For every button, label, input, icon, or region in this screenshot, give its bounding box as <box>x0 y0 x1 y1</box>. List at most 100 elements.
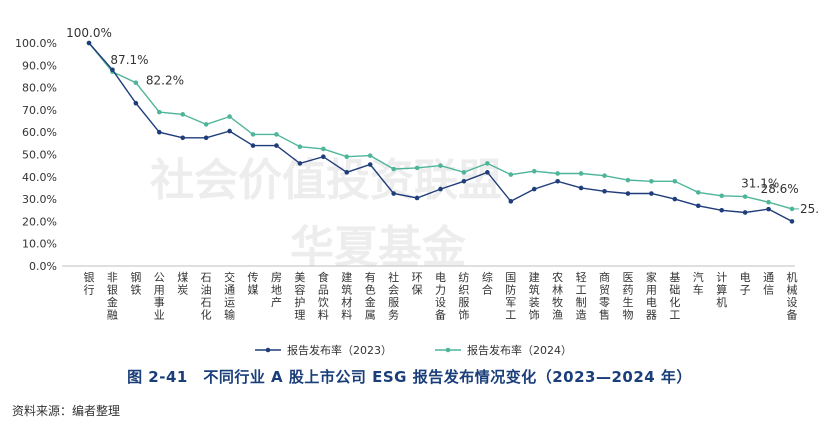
x-category-label: 银行 <box>84 270 95 297</box>
data-point-2023 <box>227 128 232 134</box>
data-point-2024 <box>578 171 584 176</box>
x-category-label: 国防军工 <box>505 271 516 322</box>
data-point-2023 <box>110 67 115 73</box>
data-point-2024 <box>180 112 186 117</box>
x-category-label: 电力设备 <box>435 271 446 322</box>
data-point-2024 <box>555 171 560 176</box>
data-point-2023 <box>367 162 373 167</box>
data-label: 82.2% <box>146 74 184 88</box>
data-point-2023 <box>602 188 607 194</box>
x-category-label: 机械设备 <box>787 270 798 322</box>
data-point-2023 <box>414 195 420 201</box>
x-category-label: 家用电器 <box>646 270 657 322</box>
data-point-2024 <box>695 190 701 195</box>
data-point-2024 <box>438 163 443 168</box>
legend-label: 报告发布率（2023） <box>287 343 392 357</box>
annotation-layer: 100.0% 87.1% 82.2% 31.1%28.6%25.6% <box>66 26 819 216</box>
x-category-label: 轻工制造 <box>576 270 587 322</box>
x-category-label: 美容护理 <box>294 271 305 322</box>
data-point-2024 <box>250 132 256 137</box>
data-point-2024 <box>157 109 162 115</box>
data-point-2024 <box>391 166 396 172</box>
data-point-2023 <box>321 154 326 160</box>
data-point-2024 <box>227 114 232 119</box>
watermark-text: 华夏基金 <box>290 222 467 273</box>
data-point-2023 <box>461 178 467 184</box>
x-category-label: 综合 <box>482 270 493 297</box>
data-point-2023 <box>766 206 771 212</box>
series-layer <box>86 40 795 224</box>
x-category-label: 通信 <box>763 271 774 297</box>
data-label: 87.1% <box>110 53 148 67</box>
data-point-2023 <box>391 191 396 196</box>
x-category-label: 有色金属 <box>365 270 376 322</box>
x-category-label: 基础化工 <box>669 271 680 322</box>
data-point-2023 <box>742 210 748 215</box>
figure-caption: 图 2-41 不同行业 A 股上市公司 ESG 报告发布情况变化（2023—20… <box>127 368 692 386</box>
watermark-text: 社会价值投资联盟 <box>150 155 502 206</box>
legend-marker <box>445 347 451 353</box>
data-point-2023 <box>789 219 795 224</box>
data-point-2023 <box>672 196 678 202</box>
data-label: 100.0% <box>66 26 112 40</box>
y-tick-label: 100.0% <box>15 37 57 50</box>
data-point-2024 <box>297 144 303 149</box>
x-category-label: 社会服务 <box>388 270 399 322</box>
data-point-2024 <box>672 178 678 184</box>
data-point-2023 <box>555 178 560 184</box>
y-tick-label: 60.0% <box>22 126 57 139</box>
y-tick-label: 50.0% <box>22 149 57 162</box>
data-point-2024 <box>367 153 373 158</box>
x-axis: 银行 非银金融 钢铁 公用事业 煤炭 石油石化 交通运输 传媒 房地产 美容护理 食品饮料 建筑材料 有… <box>62 265 798 322</box>
data-point-2024 <box>789 206 795 212</box>
x-category-label: 交通运输 <box>224 270 235 322</box>
y-axis: 0.0% 10.0% 20.0% 30.0% 40.0% 50.0% 60.0% 70.0% 8… <box>15 37 57 273</box>
data-label: 25.6% <box>800 202 819 216</box>
data-point-2024 <box>274 132 279 137</box>
data-point-2024 <box>649 178 654 184</box>
data-point-2023 <box>531 186 537 192</box>
data-point-2023 <box>297 161 303 166</box>
data-label: 31.1% <box>741 177 779 191</box>
x-category-label: 食品饮料 <box>318 270 329 322</box>
y-tick-label: 0.0% <box>29 260 57 273</box>
x-category-label: 传媒 <box>248 271 259 297</box>
y-tick-label: 20.0% <box>22 215 57 228</box>
x-category-label: 公用事业 <box>154 271 165 322</box>
data-point-2024 <box>344 154 350 160</box>
x-category-label: 农林牧渔 <box>552 270 563 322</box>
x-category-label: 房地产 <box>271 271 282 309</box>
data-point-2024 <box>485 161 490 166</box>
y-tick-label: 70.0% <box>22 104 57 117</box>
data-point-2024 <box>414 165 420 171</box>
data-point-2024 <box>766 199 771 205</box>
data-point-2023 <box>625 191 631 196</box>
x-category-label: 石油石化 <box>201 271 212 322</box>
x-category-label: 商贸零售 <box>599 270 610 322</box>
data-point-2023 <box>695 203 701 209</box>
data-point-2023 <box>86 40 92 46</box>
y-tick-label: 80.0% <box>22 82 57 95</box>
data-point-2024 <box>321 146 326 152</box>
data-point-2024 <box>133 80 139 85</box>
data-point-2024 <box>625 177 631 183</box>
data-point-2024 <box>508 172 514 177</box>
data-point-2024 <box>719 193 724 199</box>
x-category-label: 建筑装饰 <box>529 270 540 322</box>
data-point-2023 <box>203 135 209 141</box>
data-point-2024 <box>531 168 537 174</box>
data-point-2023 <box>133 100 139 106</box>
x-category-label: 医药生物 <box>622 271 633 322</box>
legend-label: 报告发布率（2024） <box>467 343 572 357</box>
legend-marker <box>265 347 271 353</box>
data-point-2023 <box>180 135 186 141</box>
x-category-label: 汽车 <box>693 270 704 297</box>
x-category-label: 煤炭 <box>177 271 188 297</box>
data-point-2024 <box>742 194 748 199</box>
data-point-2024 <box>203 122 209 127</box>
y-tick-label: 40.0% <box>22 171 57 184</box>
y-tick-label: 30.0% <box>22 193 57 206</box>
x-category-label: 建筑材料 <box>341 270 352 322</box>
